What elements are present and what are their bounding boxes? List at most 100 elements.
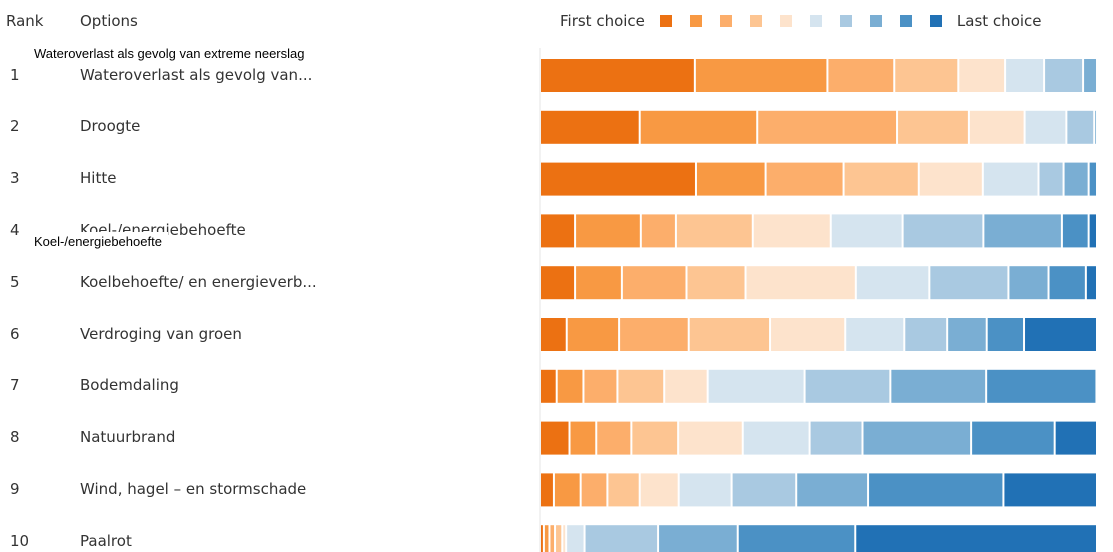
bar-segment-row9-choice6[interactable] xyxy=(679,473,731,507)
bar-segment-row10-choice3[interactable] xyxy=(550,525,555,552)
bar-segment-row10-choice4[interactable] xyxy=(556,525,562,552)
bar-segment-row3-choice7[interactable] xyxy=(1039,162,1063,196)
bar-segment-row2-choice5[interactable] xyxy=(969,110,1024,144)
bar-segment-row6-choice8[interactable] xyxy=(948,318,986,351)
bar-segment-row4-choice9[interactable] xyxy=(1062,214,1088,248)
bar-segment-row10-choice6[interactable] xyxy=(567,525,584,552)
bar-segment-row2-choice2[interactable] xyxy=(640,110,757,144)
bar-segment-row6-choice9[interactable] xyxy=(987,318,1024,351)
bar-segment-row5-choice10[interactable] xyxy=(1086,266,1096,300)
bar-segment-row6-choice2[interactable] xyxy=(567,318,619,351)
bar-segment-row1-choice8[interactable] xyxy=(1084,59,1097,92)
bar-segment-row9-choice2[interactable] xyxy=(554,473,580,507)
bar-segment-row6-choice4[interactable] xyxy=(689,318,770,351)
bar-segment-row5-choice2[interactable] xyxy=(576,266,621,300)
rank-10: 10 xyxy=(10,531,30,550)
bar-segment-row1-choice2[interactable] xyxy=(695,59,827,92)
bar-segment-row1-choice6[interactable] xyxy=(1006,59,1044,92)
bar-segment-row6-choice5[interactable] xyxy=(771,318,845,351)
bar-segment-row7-choice8[interactable] xyxy=(891,369,986,403)
bar-segment-row3-choice2[interactable] xyxy=(696,162,765,196)
bar-segment-row3-choice4[interactable] xyxy=(844,162,918,196)
bar-segment-row8-choice1[interactable] xyxy=(541,421,569,455)
bar-segment-row1-choice4[interactable] xyxy=(895,59,958,92)
bar-segment-row8-choice9[interactable] xyxy=(972,421,1054,455)
bar-segment-row3-choice9[interactable] xyxy=(1089,162,1097,196)
bar-segment-row9-choice9[interactable] xyxy=(869,473,1003,507)
bar-segment-row10-choice5[interactable] xyxy=(563,525,566,552)
bar-segment-row7-choice2[interactable] xyxy=(557,369,583,403)
bar-segment-row3-choice1[interactable] xyxy=(541,162,695,196)
bar-segment-row9-choice1[interactable] xyxy=(541,473,553,507)
legend-swatch-6 xyxy=(809,15,822,27)
bar-segment-row4-choice8[interactable] xyxy=(984,214,1061,248)
bar-segment-row4-choice1[interactable] xyxy=(541,214,575,248)
bar-segment-row3-choice6[interactable] xyxy=(983,162,1038,196)
bar-segment-row8-choice5[interactable] xyxy=(679,421,742,455)
bar-segment-row4-choice7[interactable] xyxy=(903,214,983,248)
bar-segment-row8-choice6[interactable] xyxy=(743,421,809,455)
bar-segment-row5-choice7[interactable] xyxy=(930,266,1008,300)
bar-segment-row9-choice3[interactable] xyxy=(581,473,607,507)
legend-swatch-8 xyxy=(869,15,882,27)
option-label-2: Droogte xyxy=(80,117,141,136)
bar-segment-row1-choice3[interactable] xyxy=(828,59,894,92)
bar-segment-row6-choice6[interactable] xyxy=(846,318,904,351)
bar-segment-row5-choice6[interactable] xyxy=(856,266,929,300)
bar-segment-row4-choice4[interactable] xyxy=(676,214,752,248)
bar-segment-row7-choice3[interactable] xyxy=(584,369,617,403)
bar-segment-row3-choice5[interactable] xyxy=(919,162,982,196)
bar-segment-row2-choice1[interactable] xyxy=(541,110,639,144)
rank-4: 4 xyxy=(10,220,20,239)
bar-segment-row10-choice2[interactable] xyxy=(544,525,549,552)
bar-segment-row5-choice4[interactable] xyxy=(687,266,745,300)
bar-segment-row8-choice4[interactable] xyxy=(632,421,678,455)
bar-segment-row1-choice1[interactable] xyxy=(541,59,694,92)
bar-segment-row7-choice7[interactable] xyxy=(805,369,890,403)
bar-segment-row6-choice10[interactable] xyxy=(1025,318,1096,351)
bar-segment-row10-choice10[interactable] xyxy=(856,525,1096,552)
bar-segment-row10-choice8[interactable] xyxy=(659,525,737,552)
bar-segment-row1-choice5[interactable] xyxy=(959,59,1005,92)
bar-segment-row8-choice3[interactable] xyxy=(597,421,631,455)
bar-segment-row6-choice3[interactable] xyxy=(620,318,688,351)
bar-segment-row9-choice4[interactable] xyxy=(608,473,639,507)
bar-segment-row2-choice6[interactable] xyxy=(1025,110,1066,144)
bar-segment-row4-choice2[interactable] xyxy=(576,214,640,248)
bar-segment-row5-choice3[interactable] xyxy=(622,266,686,300)
bar-segment-row7-choice4[interactable] xyxy=(618,369,664,403)
bar-segment-row3-choice8[interactable] xyxy=(1064,162,1088,196)
bar-segment-row2-choice7[interactable] xyxy=(1067,110,1094,144)
bar-segment-row7-choice1[interactable] xyxy=(541,369,556,403)
bar-segment-row6-choice1[interactable] xyxy=(541,318,566,351)
bar-segment-row7-choice9[interactable] xyxy=(987,369,1096,403)
bar-segment-row9-choice7[interactable] xyxy=(732,473,796,507)
bar-segment-row5-choice5[interactable] xyxy=(746,266,855,300)
bar-segment-row1-choice7[interactable] xyxy=(1045,59,1083,92)
bar-segment-row5-choice9[interactable] xyxy=(1049,266,1085,300)
rank-1: 1 xyxy=(10,65,20,84)
bar-segment-row5-choice1[interactable] xyxy=(541,266,575,300)
bar-segment-row10-choice9[interactable] xyxy=(738,525,855,552)
bar-segment-row3-choice3[interactable] xyxy=(766,162,843,196)
bar-segment-row10-choice1[interactable] xyxy=(541,525,543,552)
bar-segment-row8-choice8[interactable] xyxy=(863,421,971,455)
bar-segment-row5-choice8[interactable] xyxy=(1009,266,1048,300)
bar-segment-row9-choice5[interactable] xyxy=(640,473,678,507)
bar-segment-row2-choice4[interactable] xyxy=(898,110,968,144)
bar-segment-row9-choice8[interactable] xyxy=(797,473,868,507)
bar-segment-row7-choice6[interactable] xyxy=(708,369,804,403)
bar-segment-row4-choice6[interactable] xyxy=(831,214,902,248)
bar-segment-row4-choice5[interactable] xyxy=(753,214,830,248)
bar-segment-row2-choice3[interactable] xyxy=(758,110,897,144)
bar-segment-row8-choice7[interactable] xyxy=(810,421,862,455)
bar-segment-row7-choice5[interactable] xyxy=(665,369,707,403)
bar-segment-row2-choice8[interactable] xyxy=(1095,110,1097,144)
bar-segment-row4-choice10[interactable] xyxy=(1089,214,1096,248)
bar-segment-row4-choice3[interactable] xyxy=(641,214,675,248)
bar-segment-row9-choice10[interactable] xyxy=(1004,473,1096,507)
bar-segment-row6-choice7[interactable] xyxy=(905,318,947,351)
bar-segment-row8-choice2[interactable] xyxy=(570,421,596,455)
bar-segment-row8-choice10[interactable] xyxy=(1055,421,1096,455)
bar-segment-row10-choice7[interactable] xyxy=(585,525,658,552)
